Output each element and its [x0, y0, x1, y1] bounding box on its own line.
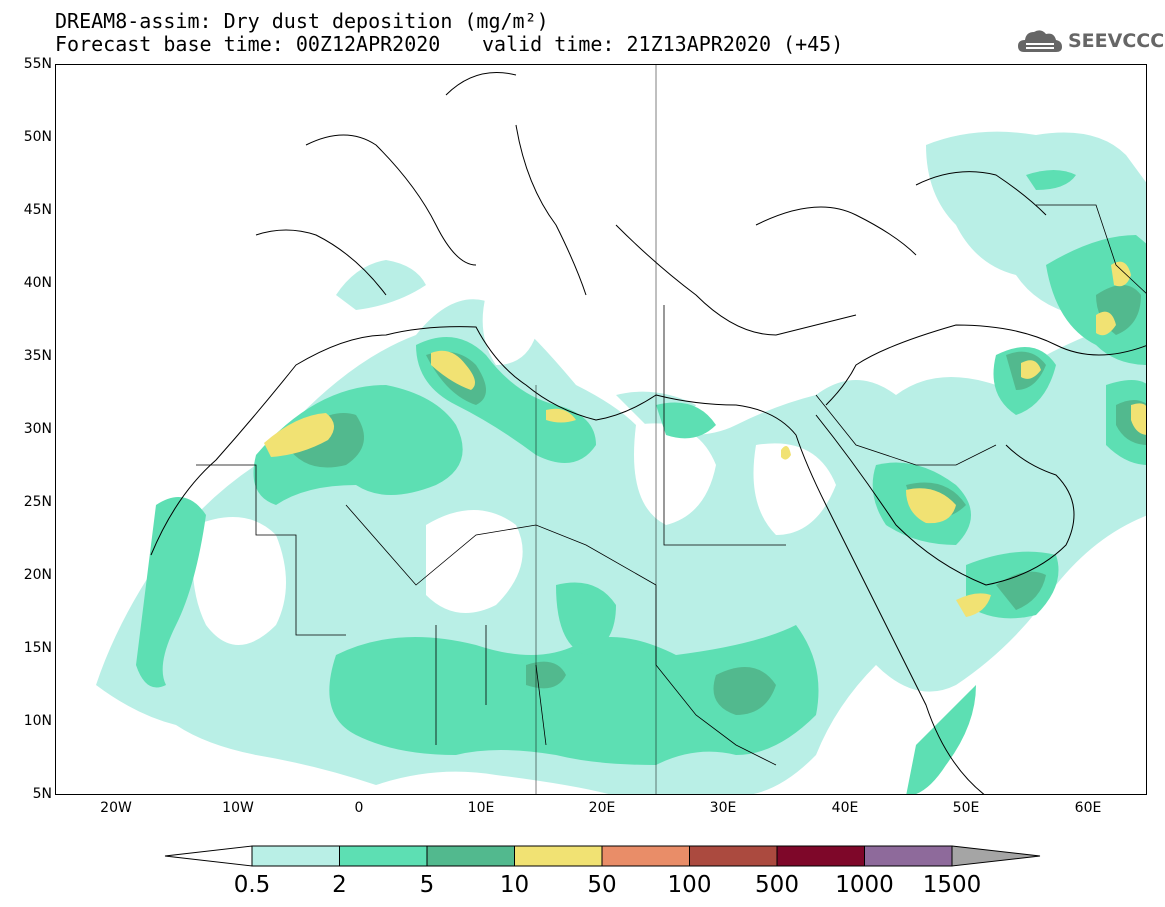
lon-label: 60E	[1074, 800, 1102, 816]
colorbar-label: 2	[332, 872, 347, 898]
cloud-icon	[1018, 30, 1062, 52]
colorbar-label: 100	[667, 872, 712, 898]
dust-level-10-50	[264, 261, 1146, 617]
base-time: Forecast base time: 00Z12APR2020	[55, 32, 441, 56]
lat-label: 30N	[23, 421, 52, 437]
colorbar-label: 50	[587, 872, 617, 898]
colorbar-swatch	[776, 845, 865, 867]
colorbar-label: 500	[755, 872, 799, 898]
lat-label: 20N	[23, 567, 52, 583]
lat-label: 50N	[23, 129, 52, 145]
lon-label: 30E	[709, 800, 737, 816]
dust-deposition-map	[96, 65, 1146, 794]
colorbar-label: 1500	[922, 872, 982, 898]
coastlines	[150, 65, 1146, 794]
lon-label: 20E	[588, 800, 616, 816]
lat-label: 40N	[23, 275, 52, 291]
colorbar-swatch	[601, 845, 690, 867]
lat-label: 55N	[23, 56, 52, 72]
lon-label: 20W	[100, 800, 132, 816]
colorbar	[164, 845, 1041, 867]
colorbar-swatch	[251, 845, 340, 867]
colorbar-label: 5	[419, 872, 435, 898]
lat-label: 10N	[23, 713, 52, 729]
country-borders	[196, 204, 1146, 766]
colorbar-swatch	[514, 845, 603, 867]
map-area	[55, 64, 1147, 795]
lon-label: 50E	[952, 800, 980, 816]
colorbar-swatch	[689, 845, 778, 867]
no-dust-areas	[192, 295, 836, 645]
lon-label: 40E	[831, 800, 859, 816]
lon-label: 10W	[222, 800, 254, 816]
colorbar-label: 10	[499, 872, 530, 898]
title-line-1: DREAM8-assim: Dry dust deposition (mg/m²…	[55, 9, 549, 33]
seevccc-logo: SEEVCCC	[1016, 26, 1164, 56]
lon-label: 0	[354, 800, 364, 816]
colorbar-swatch	[864, 845, 953, 867]
colorbar-low-arrow	[164, 845, 253, 867]
colorbar-label: 1000	[835, 872, 894, 898]
logo-text: SEEVCCC	[1068, 30, 1165, 52]
lat-label: 45N	[23, 202, 52, 218]
colorbar-label: 0.5	[233, 872, 271, 898]
lat-label: 35N	[23, 348, 52, 364]
colorbar-high-arrow	[951, 845, 1041, 867]
colorbar-swatch	[339, 845, 428, 867]
valid-time: valid time: 21Z13APR2020 (+45)	[482, 32, 844, 56]
lat-label: 15N	[23, 640, 52, 656]
lon-label: 10E	[467, 800, 495, 816]
lat-label: 25N	[23, 494, 52, 510]
colorbar-swatch	[426, 845, 515, 867]
lat-label: 5N	[32, 786, 52, 802]
